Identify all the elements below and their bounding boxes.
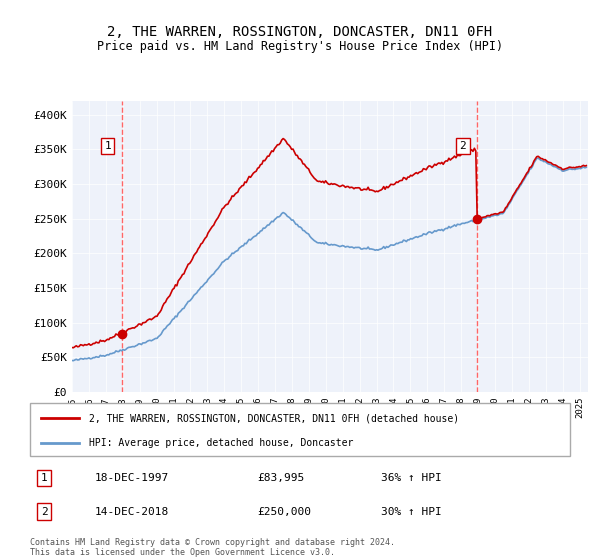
Text: Contains HM Land Registry data © Crown copyright and database right 2024.
This d: Contains HM Land Registry data © Crown c… xyxy=(30,538,395,557)
Text: 1: 1 xyxy=(104,141,111,151)
Text: HPI: Average price, detached house, Doncaster: HPI: Average price, detached house, Donc… xyxy=(89,438,354,448)
Text: £83,995: £83,995 xyxy=(257,473,304,483)
Text: 2: 2 xyxy=(460,141,466,151)
Text: 2, THE WARREN, ROSSINGTON, DONCASTER, DN11 0FH (detached house): 2, THE WARREN, ROSSINGTON, DONCASTER, DN… xyxy=(89,413,460,423)
Text: 36% ↑ HPI: 36% ↑ HPI xyxy=(381,473,442,483)
Text: £250,000: £250,000 xyxy=(257,506,311,516)
Text: 2, THE WARREN, ROSSINGTON, DONCASTER, DN11 0FH: 2, THE WARREN, ROSSINGTON, DONCASTER, DN… xyxy=(107,25,493,39)
FancyBboxPatch shape xyxy=(30,403,570,456)
Text: 30% ↑ HPI: 30% ↑ HPI xyxy=(381,506,442,516)
Text: Price paid vs. HM Land Registry's House Price Index (HPI): Price paid vs. HM Land Registry's House … xyxy=(97,40,503,53)
Text: 18-DEC-1997: 18-DEC-1997 xyxy=(95,473,169,483)
Text: 1: 1 xyxy=(41,473,47,483)
Text: 14-DEC-2018: 14-DEC-2018 xyxy=(95,506,169,516)
Text: 2: 2 xyxy=(41,506,47,516)
